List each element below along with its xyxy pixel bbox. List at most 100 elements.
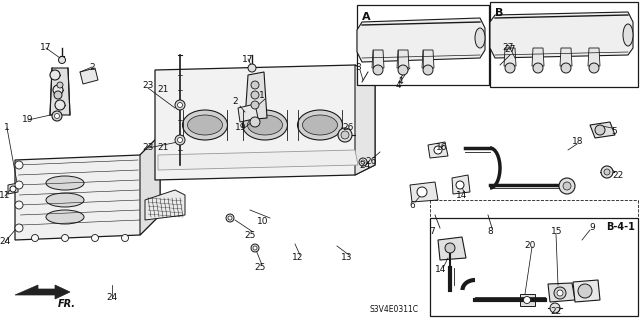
Ellipse shape: [46, 176, 84, 190]
Circle shape: [359, 158, 367, 166]
Text: 20: 20: [524, 241, 536, 249]
Circle shape: [533, 63, 543, 73]
Circle shape: [58, 56, 65, 63]
Circle shape: [559, 178, 575, 194]
Text: 16: 16: [436, 144, 448, 152]
Circle shape: [251, 101, 259, 109]
Circle shape: [557, 290, 563, 296]
Polygon shape: [490, 12, 633, 58]
Text: 23: 23: [142, 80, 154, 90]
Bar: [357, 5, 489, 85]
Text: 27: 27: [502, 43, 514, 53]
Text: FR.: FR.: [58, 299, 76, 309]
Ellipse shape: [188, 115, 223, 135]
Circle shape: [253, 246, 257, 250]
Text: 26: 26: [342, 123, 354, 132]
Circle shape: [341, 131, 349, 139]
Circle shape: [177, 102, 182, 108]
Text: 4: 4: [395, 80, 401, 90]
Bar: [490, 2, 638, 87]
Text: B-4-1: B-4-1: [606, 222, 635, 232]
Circle shape: [251, 81, 259, 89]
Circle shape: [524, 296, 531, 303]
Circle shape: [550, 303, 560, 313]
Text: 23: 23: [142, 144, 154, 152]
Circle shape: [10, 186, 16, 192]
Text: 3: 3: [355, 63, 361, 72]
Ellipse shape: [248, 115, 282, 135]
Circle shape: [589, 63, 599, 73]
Text: 21: 21: [157, 85, 169, 94]
Circle shape: [601, 166, 613, 178]
Text: 10: 10: [257, 218, 269, 226]
Circle shape: [373, 65, 383, 75]
Polygon shape: [158, 150, 358, 170]
Text: B: B: [495, 8, 504, 18]
Circle shape: [175, 135, 185, 145]
Text: 8: 8: [487, 227, 493, 236]
Text: 24: 24: [106, 293, 118, 302]
Polygon shape: [422, 50, 434, 68]
Text: 2: 2: [232, 98, 238, 107]
Circle shape: [61, 234, 68, 241]
Text: 17: 17: [40, 43, 52, 53]
Ellipse shape: [46, 193, 84, 207]
Polygon shape: [15, 285, 70, 299]
Text: 12: 12: [292, 254, 304, 263]
Circle shape: [31, 234, 38, 241]
Text: 1: 1: [4, 123, 10, 132]
Circle shape: [251, 91, 259, 99]
Polygon shape: [590, 122, 615, 138]
Polygon shape: [140, 135, 160, 235]
Text: 5: 5: [611, 128, 617, 137]
Circle shape: [417, 187, 427, 197]
Text: 15: 15: [551, 227, 563, 236]
Circle shape: [561, 63, 571, 73]
Circle shape: [338, 128, 352, 142]
Circle shape: [177, 137, 182, 143]
Text: 25: 25: [254, 263, 266, 272]
Circle shape: [122, 234, 129, 241]
Circle shape: [248, 64, 256, 72]
Polygon shape: [560, 48, 572, 66]
Polygon shape: [372, 50, 384, 68]
Circle shape: [250, 117, 260, 127]
Text: 22: 22: [550, 308, 562, 316]
Polygon shape: [573, 280, 600, 302]
Text: 2: 2: [89, 63, 95, 71]
Polygon shape: [397, 50, 409, 68]
Circle shape: [578, 284, 592, 298]
Circle shape: [434, 146, 442, 154]
Text: 17: 17: [243, 55, 253, 63]
Polygon shape: [80, 68, 98, 84]
Circle shape: [52, 111, 62, 121]
Text: 14: 14: [456, 190, 468, 199]
Polygon shape: [245, 72, 267, 120]
Polygon shape: [357, 18, 485, 62]
Circle shape: [595, 125, 605, 135]
Text: 18: 18: [572, 137, 584, 146]
Text: 22: 22: [612, 170, 623, 180]
Ellipse shape: [623, 24, 633, 46]
Text: 1: 1: [259, 91, 265, 100]
Text: 13: 13: [341, 254, 353, 263]
Circle shape: [55, 100, 65, 110]
Circle shape: [361, 160, 365, 164]
Circle shape: [50, 70, 60, 80]
Text: 24: 24: [0, 238, 11, 247]
Bar: [430, 218, 638, 316]
Circle shape: [54, 91, 62, 99]
Polygon shape: [355, 65, 375, 175]
Text: 6: 6: [409, 201, 415, 210]
Ellipse shape: [46, 210, 84, 224]
Circle shape: [604, 169, 610, 175]
Ellipse shape: [298, 110, 342, 140]
Text: 19: 19: [22, 115, 34, 124]
Ellipse shape: [475, 28, 485, 48]
Text: 4: 4: [397, 78, 403, 86]
Text: 11: 11: [0, 191, 11, 201]
Polygon shape: [145, 190, 185, 220]
Circle shape: [456, 181, 464, 189]
Text: 7: 7: [429, 227, 435, 236]
Polygon shape: [548, 283, 575, 302]
